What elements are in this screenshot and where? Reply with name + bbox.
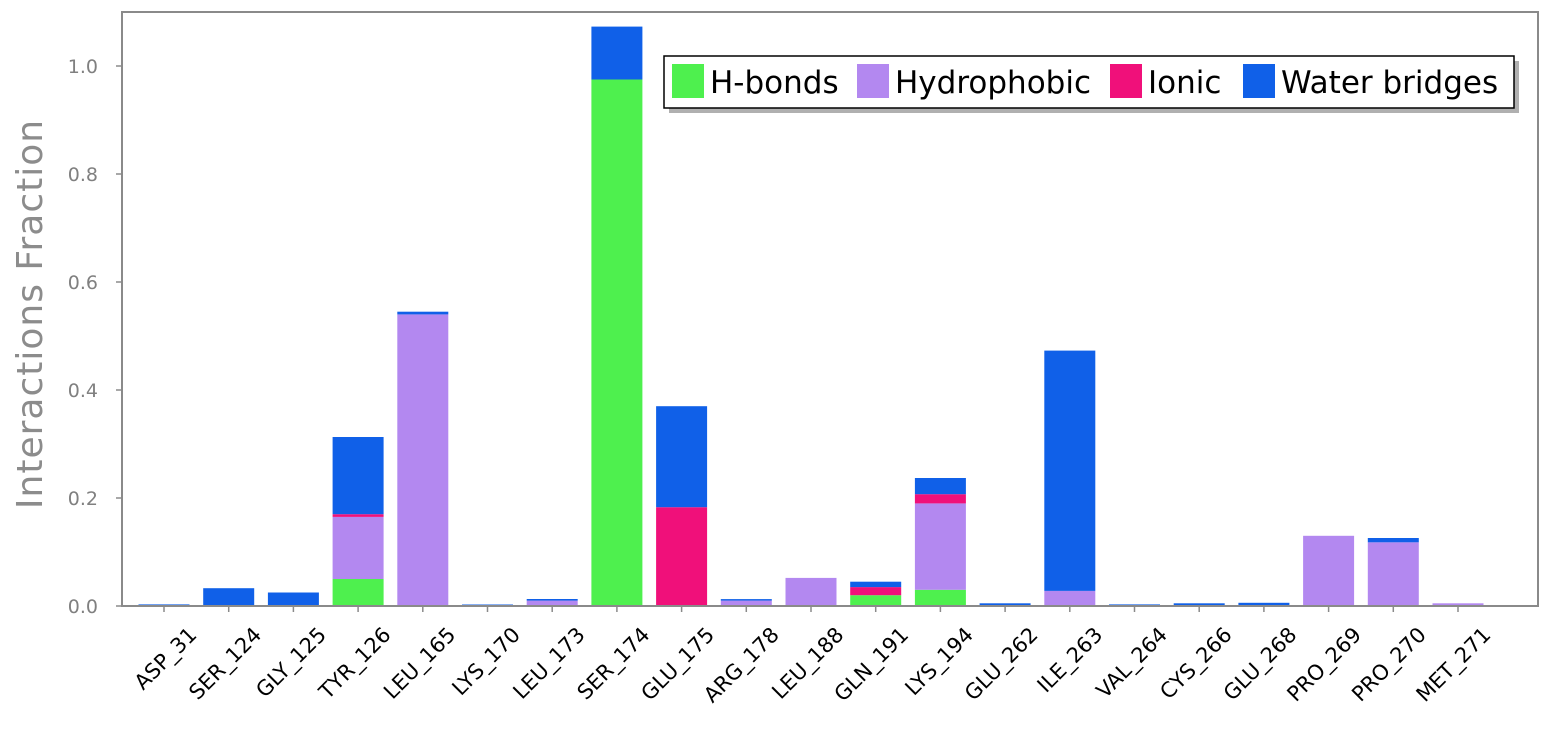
bar-water-bridges-tyr_126 <box>332 437 384 515</box>
bar-water-bridges-glu_175 <box>656 406 708 508</box>
y-tick-label: 0.8 <box>68 164 98 186</box>
bar-h-bonds-lys_194 <box>914 589 966 606</box>
bar-hydrophobic-arg_178 <box>720 600 772 606</box>
bar-water-bridges-ser_124 <box>203 588 255 606</box>
bar-water-bridges-pro_270 <box>1367 538 1419 543</box>
y-tick-label: 0.0 <box>68 596 98 618</box>
bar-ionic-tyr_126 <box>332 514 384 517</box>
bar-hydrophobic-ile_263 <box>1044 590 1096 606</box>
bar-water-bridges-lys_194 <box>914 478 966 495</box>
y-axis-label: Interactions Fraction <box>10 119 51 509</box>
bar-water-bridges-gly_125 <box>267 592 319 606</box>
bar-water-bridges-ile_263 <box>1044 350 1096 591</box>
legend-swatch-water-bridges <box>1243 64 1275 98</box>
legend-swatch-h-bonds <box>672 64 704 98</box>
legend-swatch-hydrophobic <box>857 64 889 98</box>
bar-ionic-lys_194 <box>914 494 966 504</box>
bar-water-bridges-gln_191 <box>850 581 902 588</box>
bar-hydrophobic-pro_269 <box>1303 535 1355 606</box>
bar-water-bridges-glu_262 <box>979 603 1031 606</box>
bar-water-bridges-cys_266 <box>1173 603 1225 606</box>
bar-hydrophobic-leu_188 <box>785 577 837 606</box>
bar-water-bridges-ser_174 <box>591 26 643 80</box>
bar-water-bridges-glu_268 <box>1238 602 1290 606</box>
legend-box <box>663 55 1515 109</box>
legend-label: H-bonds <box>710 65 839 101</box>
y-tick-label: 0.6 <box>68 272 98 294</box>
legend-label: Ionic <box>1148 65 1221 101</box>
legend-swatch-ionic <box>1110 64 1142 98</box>
bar-hydrophobic-lys_194 <box>914 503 966 590</box>
bar-group <box>138 26 1484 606</box>
bar-ionic-glu_175 <box>656 507 708 606</box>
y-tick-label: 0.4 <box>68 380 98 402</box>
y-tick-label: 1.0 <box>68 56 98 78</box>
bar-h-bonds-tyr_126 <box>332 579 384 606</box>
legend-label: Water bridges <box>1281 65 1498 101</box>
bar-hydrophobic-tyr_126 <box>332 516 384 579</box>
bar-hydrophobic-met_271 <box>1432 603 1484 606</box>
bar-ionic-gln_191 <box>850 587 902 596</box>
bar-hydrophobic-leu_173 <box>526 600 578 606</box>
y-tick-label: 0.2 <box>68 488 98 510</box>
bar-hydrophobic-pro_270 <box>1367 542 1419 606</box>
bar-water-bridges-arg_178 <box>720 599 772 601</box>
bar-h-bonds-gln_191 <box>850 595 902 606</box>
y-axis: 0.0 0.2 0.4 0.6 0.8 1.0 <box>68 56 122 618</box>
legend: H-bonds Hydrophobic Ionic Water bridges <box>663 55 1519 113</box>
bar-water-bridges-leu_173 <box>526 599 578 601</box>
bar-hydrophobic-leu_165 <box>397 314 449 606</box>
bar-h-bonds-ser_174 <box>591 79 643 606</box>
bar-water-bridges-leu_165 <box>397 311 449 315</box>
legend-label: Hydrophobic <box>895 65 1091 101</box>
plot-frame <box>121 11 1539 607</box>
